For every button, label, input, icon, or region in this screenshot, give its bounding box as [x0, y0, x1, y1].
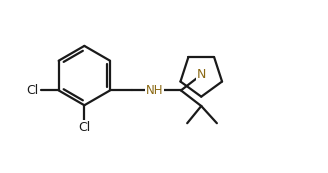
Text: N: N — [196, 68, 206, 81]
Text: Cl: Cl — [26, 84, 38, 97]
Text: NH: NH — [146, 84, 163, 97]
Text: Cl: Cl — [78, 121, 91, 134]
